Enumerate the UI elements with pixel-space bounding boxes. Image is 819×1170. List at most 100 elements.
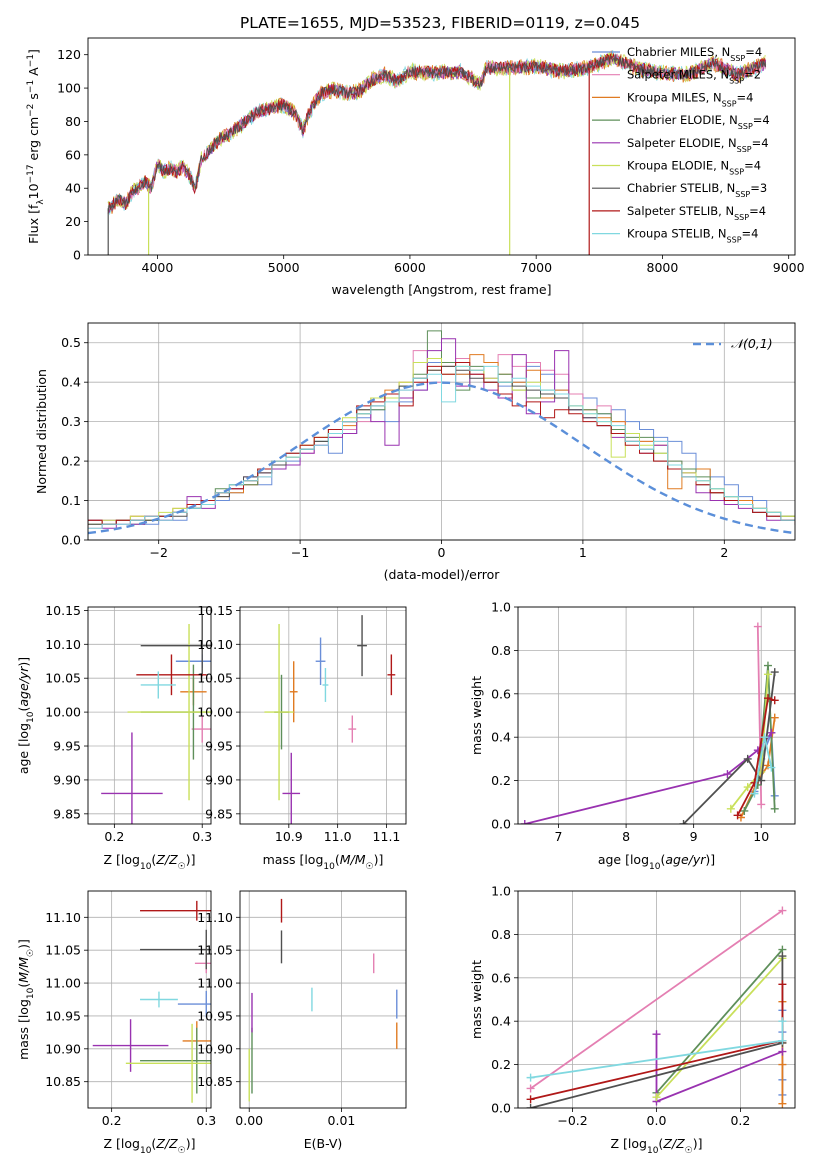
y-tick-label: 10.00 — [197, 705, 233, 720]
legend-n-sub: SSP — [729, 76, 744, 85]
axes-frame — [239, 890, 407, 1109]
label-part: ☉ — [685, 1146, 693, 1156]
weight-marker — [757, 800, 766, 809]
legend-model-name: Kroupa MILES — [627, 90, 706, 104]
label-part: 10 — [26, 183, 41, 199]
y-tick-label: 120 — [57, 47, 81, 62]
y-tick-label: 11.00 — [197, 976, 233, 991]
legend-label: Kroupa STELIB, NSSP=4 — [627, 227, 758, 245]
legend-n-prefix: , N — [718, 204, 734, 218]
x-tick-label: 7 — [555, 829, 563, 844]
y-tick-label: 20 — [65, 214, 81, 229]
y-tick-label: 0.4 — [491, 1014, 511, 1029]
weight-marker — [770, 696, 779, 705]
plot-area — [520, 622, 779, 824]
y-tick-label: 10.10 — [45, 637, 81, 652]
y-tick-label: 11.05 — [45, 943, 81, 958]
y-tick-label: 9.85 — [53, 806, 81, 821]
weight-marker — [778, 1047, 787, 1056]
weight-marker — [743, 754, 752, 763]
x-axis-label: Z [log10(Z/Z☉)] — [611, 1136, 703, 1156]
label-part: mass [log — [16, 999, 31, 1060]
x-tick-label: 4000 — [142, 260, 174, 275]
label-part: −1 — [26, 80, 36, 93]
label-part: )] — [16, 939, 31, 949]
axes-frame — [517, 606, 796, 825]
label-part: A — [26, 67, 41, 80]
label-part: 10 — [323, 862, 335, 872]
y-tick-label: 0.2 — [61, 454, 81, 469]
weight-marker — [526, 1095, 535, 1104]
y-axis-label: mass weight — [469, 676, 484, 755]
legend-label: Salpeter STELIB, NSSP=4 — [627, 204, 766, 222]
y-tick-label: 0.6 — [491, 686, 511, 701]
errorbar-point-8 — [140, 671, 176, 699]
weight-marker — [778, 1099, 787, 1108]
x-axis-label: mass [log10(M/M☉)] — [263, 852, 384, 872]
weight-marker — [767, 728, 776, 737]
weight-series-1 — [526, 906, 787, 1093]
histogram-series-1 — [88, 350, 795, 540]
label-part: ( — [658, 1136, 663, 1151]
y-tick-label: 10.05 — [197, 671, 233, 686]
y-tick-label: 10.95 — [197, 1008, 233, 1023]
label-part: −2 — [26, 104, 36, 117]
label-part: Flux [f — [26, 204, 41, 244]
x-tick-label: 10 — [753, 829, 769, 844]
x-tick-label: −2 — [149, 545, 167, 560]
x-tick-label: 10.9 — [275, 829, 303, 844]
weight-marker — [778, 1060, 787, 1069]
label-part: )] — [16, 657, 31, 667]
weight-marker — [757, 776, 766, 785]
label-part: Normed distribution — [34, 369, 49, 494]
y-tick-label: 9.90 — [205, 772, 233, 787]
legend-n-value: =4 — [753, 113, 770, 127]
legend-label: Salpeter MILES, NSSP=2 — [627, 68, 761, 86]
y-axis-label: age [log10(age/yr)] — [16, 657, 36, 774]
weight-marker — [770, 804, 779, 813]
label-part: age/yr — [16, 666, 31, 707]
axes-frame — [239, 606, 407, 825]
age-vs-metallicity-panel: 0.2 0.3 9.85 9.90 9.95 10.00 10.05 10.10 10.15 Z … — [16, 603, 212, 872]
weight-marker — [679, 820, 688, 824]
y-tick-label: 0.3 — [61, 414, 81, 429]
weight-marker — [526, 1084, 535, 1093]
legend-n-sub: SSP — [722, 99, 737, 108]
y-tick-label: 11.10 — [45, 910, 81, 925]
y-tick-label: 0.0 — [61, 533, 81, 548]
axes-frame — [87, 606, 212, 825]
weight-marker — [526, 1104, 535, 1108]
weight-marker — [753, 622, 762, 631]
label-part: Z [log — [611, 1136, 647, 1151]
label-part: ] — [26, 49, 41, 54]
label-part: −17 — [26, 164, 36, 183]
figure-title: PLATE=1655, MJD=53523, FIBERID=0119, z=0… — [240, 14, 640, 32]
label-part: 10 — [140, 862, 152, 872]
weight-series-7 — [733, 694, 779, 820]
label-part: M/M — [340, 852, 366, 867]
legend-model-name: Chabrier MILES — [627, 45, 714, 59]
y-tick-label: 11.10 — [197, 910, 233, 925]
plot-area — [101, 615, 211, 824]
x-tick-label: 11.1 — [373, 829, 401, 844]
weight-marker — [652, 1030, 661, 1039]
spectrum-panel: 4000 5000 6000 7000 8000 9000 0 20 40 60 80 100 120 w… — [26, 37, 805, 297]
age-vs-mass-panel: 10.9 11.0 11.1 9.85 9.90 9.95 10.00 10.05 10.10 1… — [197, 603, 407, 872]
plot-area — [88, 330, 795, 540]
weight-marker — [760, 733, 769, 742]
legend-n-value: =4 — [737, 90, 754, 104]
legend-model-name: Kroupa ELODIE — [627, 159, 713, 173]
legend-n-value: =2 — [744, 68, 761, 82]
weight-line — [524, 732, 773, 824]
weight-marker — [770, 668, 779, 677]
x-tick-label: 0.2 — [102, 1113, 122, 1128]
x-tick-label: 9000 — [773, 260, 805, 275]
legend-n-value: =4 — [742, 227, 759, 241]
weight-series-4 — [652, 1030, 787, 1106]
x-tick-label: 0.2 — [104, 829, 124, 844]
errorbar-point-4 — [282, 752, 301, 824]
weight-series-6 — [679, 668, 779, 824]
mass-vs-metallicity-panel: 0.2 0.3 10.85 10.90 10.95 11.00 11.05 11.10 Z [l… — [16, 890, 216, 1156]
legend-n-prefix: , N — [711, 227, 727, 241]
label-part: Z [log — [104, 852, 140, 867]
